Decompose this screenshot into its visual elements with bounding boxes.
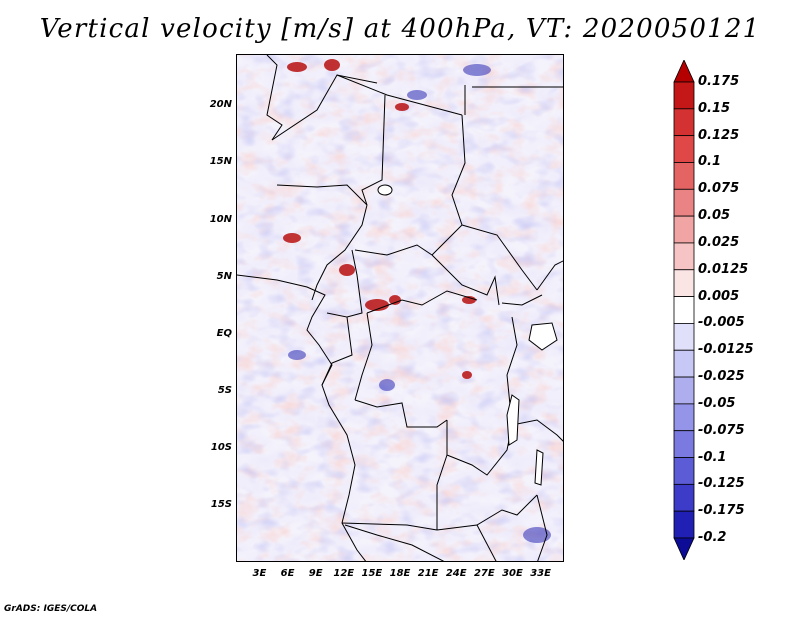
colorbar-segment xyxy=(673,483,695,512)
velocity-field-downward xyxy=(237,55,563,561)
lat-tick-label: 15N xyxy=(209,156,232,168)
colorbar-segment xyxy=(673,376,695,405)
lat-tick-label: 10N xyxy=(209,213,232,225)
border-tanzania xyxy=(511,419,563,442)
lat-tick-label: EQ xyxy=(216,327,232,339)
colorbar-tick-label: 0.175 xyxy=(698,74,740,89)
lat-tick-label: 20N xyxy=(209,99,232,111)
lon-tick-label: 21E xyxy=(417,568,439,579)
lon-tick-label: 30E xyxy=(502,568,523,579)
colorbar-tick-label: 0.0125 xyxy=(698,261,749,277)
strong-updraft-cells xyxy=(283,59,476,379)
colorbar-segment xyxy=(673,108,695,137)
colorbar-tick-label: 0.1 xyxy=(698,154,722,170)
colorbar-segment xyxy=(673,457,695,485)
border-niger-nigeria xyxy=(276,184,368,206)
lon-tick-label: 18E xyxy=(389,568,411,579)
lon-tick-label: 33E xyxy=(530,568,551,579)
colorbar-tick-label: 0.05 xyxy=(698,208,731,224)
colorbar-tick-label: -0.175 xyxy=(698,503,745,519)
border-ssudan-uganda xyxy=(501,294,543,306)
colorbar-segment xyxy=(673,430,695,458)
grads-credit: GrADS: IGES/COLA xyxy=(4,604,98,614)
lake-malawi xyxy=(534,449,544,486)
border-sudan-ssudan xyxy=(461,224,538,291)
colorbar-tick-label: 0.125 xyxy=(698,127,740,143)
colorbar-tick-label: 0.005 xyxy=(698,288,740,304)
colorbar-tick-label: -0.05 xyxy=(698,395,736,411)
colorbar-tick-label: -0.2 xyxy=(698,530,727,545)
map-plot-area xyxy=(236,54,564,562)
lake-tanganyika xyxy=(506,394,520,446)
colorbar-segment xyxy=(673,81,695,110)
vertical-velocity-map xyxy=(237,55,563,561)
colorbar-segment xyxy=(673,135,695,163)
lat-tick-label: 5N xyxy=(216,270,232,282)
colorbar xyxy=(673,60,695,560)
border-ssudan-ethiopia xyxy=(536,260,563,291)
colorbar-segment xyxy=(673,269,695,297)
border-cameroon-car xyxy=(346,249,363,318)
colorbar-tick-label: 0.025 xyxy=(698,234,740,250)
lon-tick-label: 12E xyxy=(333,568,355,579)
coastline xyxy=(237,274,367,561)
border-chad-niger xyxy=(361,94,386,206)
border-mozambique xyxy=(536,494,548,561)
lake-chad xyxy=(377,184,393,196)
colorbar-segment xyxy=(673,188,695,217)
colorbar-tick-label: -0.0125 xyxy=(698,342,754,358)
border-car-drc xyxy=(366,290,478,314)
lat-tick-label: 5S xyxy=(217,384,232,396)
colorbar-segment xyxy=(673,215,695,244)
border-chad-car xyxy=(354,244,433,256)
colorbar-segment xyxy=(673,403,695,432)
border-libya-chad xyxy=(336,74,463,116)
colorbar-tick-label: -0.075 xyxy=(698,422,745,438)
border-congo-drc xyxy=(354,312,373,401)
colorbar-tick-label: -0.125 xyxy=(698,476,745,492)
colorbar-tick-label: -0.005 xyxy=(698,315,745,331)
lake-victoria xyxy=(528,322,558,351)
great-lakes xyxy=(377,184,558,486)
colorbar-segment xyxy=(673,162,695,190)
colorbar-segment xyxy=(673,510,695,539)
colorbar-bottom-arrow xyxy=(673,537,695,560)
border-car-sudan xyxy=(431,254,500,306)
border-libya-algeria xyxy=(266,55,283,141)
lon-tick-label: 9E xyxy=(308,568,323,579)
lon-tick-label: 3E xyxy=(252,568,267,579)
border-drc-angola xyxy=(354,399,448,428)
border-angola-zambia xyxy=(436,454,448,530)
border-libya-niger xyxy=(271,74,378,141)
country-borders xyxy=(237,55,563,561)
border-chad-sudan xyxy=(431,114,466,256)
colorbar-segment xyxy=(673,296,695,324)
colorbar-segment xyxy=(673,349,695,378)
colorbar-tick-label: -0.1 xyxy=(698,449,727,465)
colorbar-segment xyxy=(673,242,695,271)
lon-tick-label: 24E xyxy=(445,568,467,579)
strong-downdraft-cells xyxy=(288,64,551,543)
lat-tick-label: 10S xyxy=(210,441,232,453)
border-nigeria-cameroon xyxy=(311,204,368,301)
lon-tick-label: 27E xyxy=(473,568,495,579)
border-drc-east xyxy=(506,316,518,426)
colorbar-segment xyxy=(673,323,695,351)
border-cape-line xyxy=(344,524,445,561)
border-zimbabwe xyxy=(476,524,497,561)
lat-tick-label: 15S xyxy=(210,498,232,510)
border-zambia-south xyxy=(436,494,538,531)
lon-tick-label: 6E xyxy=(280,568,295,579)
lon-tick-label: 15E xyxy=(361,568,383,579)
border-congo-gabon xyxy=(321,312,353,386)
colorbar-tick-label: 0.075 xyxy=(698,181,740,197)
border-angola-namibia xyxy=(341,522,438,531)
colorbar-tick-label: 0.15 xyxy=(698,100,731,116)
colorbar-top-arrow xyxy=(673,60,695,83)
colorbar-tick-label: -0.025 xyxy=(698,369,745,385)
border-drc-zambia xyxy=(446,420,513,476)
map-title: Vertical velocity [m/s] at 400hPa, VT: 2… xyxy=(39,14,761,44)
